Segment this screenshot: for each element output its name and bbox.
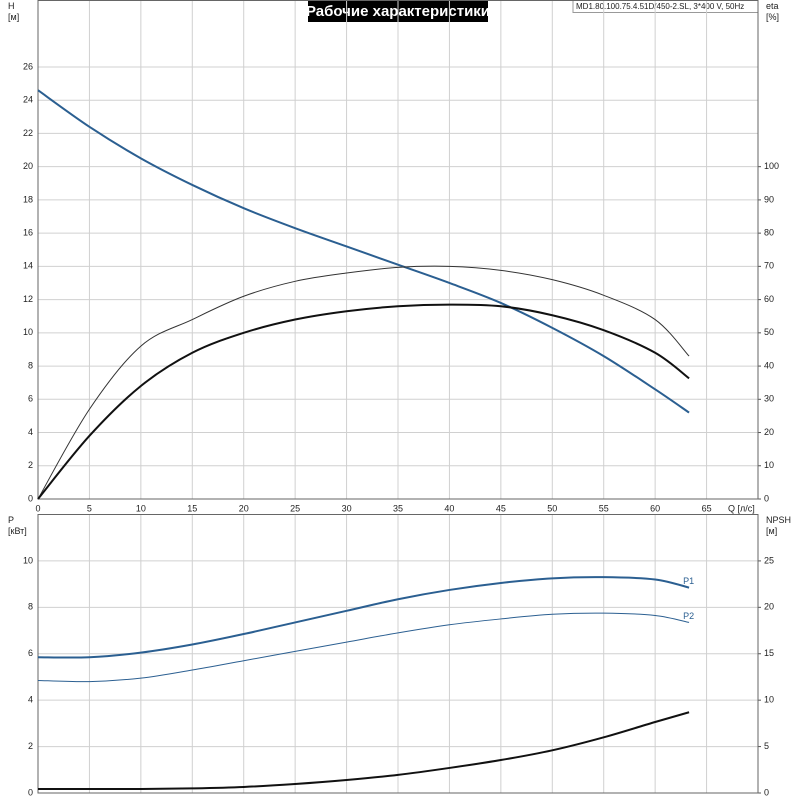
plot-frame [37,514,759,794]
y-tick-label: 26 [23,61,33,71]
x-tick-label: 60 [650,503,660,513]
y2-tick-label: 70 [764,261,774,271]
y-tick-label: 6 [28,648,33,658]
x-tick-label: 20 [239,503,249,513]
x-tick-label: 0 [35,503,40,513]
y-axis-label: [м] [8,12,19,22]
y-tick-label: 18 [23,194,33,204]
series-label: P1 [683,576,694,586]
y2-tick-label: 0 [764,493,769,503]
y2-tick-label: 30 [764,394,774,404]
y-tick-label: 20 [23,161,33,171]
y-tick-label: 8 [28,360,33,370]
y2-tick-label: 60 [764,294,774,304]
x-tick-label: 10 [136,503,146,513]
x-tick-label: 50 [547,503,557,513]
y-tick-label: 24 [23,95,33,105]
x-tick-label: 30 [342,503,352,513]
y2-axis-label: NPSH [766,515,791,525]
y2-tick-label: 0 [764,787,769,797]
y-tick-label: 8 [28,602,33,612]
y-tick-label: 4 [28,427,33,437]
y-tick-label: 0 [28,493,33,503]
x-tick-label: 45 [496,503,506,513]
y-axis-label: H [8,1,15,11]
y2-tick-label: 90 [764,194,774,204]
y-tick-label: 16 [23,228,33,238]
x-tick-label: 5 [87,503,92,513]
y2-tick-label: 80 [764,228,774,238]
y-tick-label: 10 [23,327,33,337]
x-axis-label: Q [л/с] [728,503,755,513]
y2-tick-label: 10 [764,460,774,470]
x-tick-label: 25 [290,503,300,513]
y-tick-label: 4 [28,695,33,705]
y2-tick-label: 20 [764,602,774,612]
series-line [37,612,690,683]
x-tick-label: 35 [393,503,403,513]
y-tick-label: 2 [28,741,33,751]
series-label: P2 [683,611,694,621]
y2-axis-label: eta [766,1,779,11]
y-tick-label: 14 [23,261,33,271]
y2-tick-label: 10 [764,695,774,705]
y-tick-label: 22 [23,128,33,138]
y2-tick-label: 20 [764,427,774,437]
y2-tick-label: 25 [764,555,774,565]
y-axis-label: P [8,515,14,525]
series-line [37,265,690,500]
x-tick-label: 65 [702,503,712,513]
y2-tick-label: 5 [764,741,769,751]
y2-tick-label: 100 [764,161,779,171]
series-line [37,303,690,500]
plot-frame [37,0,759,500]
x-tick-label: 55 [599,503,609,513]
y-axis-label: [кВт] [8,526,27,536]
y2-tick-label: 15 [764,648,774,658]
chart-subtitle: MD1.80.100.75.4.51D/450-2.SL, 3*400 V, 5… [576,2,744,11]
series-line [37,576,690,659]
x-tick-label: 40 [444,503,454,513]
y2-axis-label: [%] [766,12,779,22]
series-line [37,711,690,791]
x-tick-label: 15 [187,503,197,513]
y2-tick-label: 40 [764,360,774,370]
y2-axis-label: [м] [766,526,777,536]
y-tick-label: 12 [23,294,33,304]
y-tick-label: 2 [28,460,33,470]
y-tick-label: 6 [28,394,33,404]
y-tick-label: 10 [23,555,33,565]
series-line [37,89,690,414]
y-tick-label: 0 [28,787,33,797]
y2-tick-label: 50 [764,327,774,337]
